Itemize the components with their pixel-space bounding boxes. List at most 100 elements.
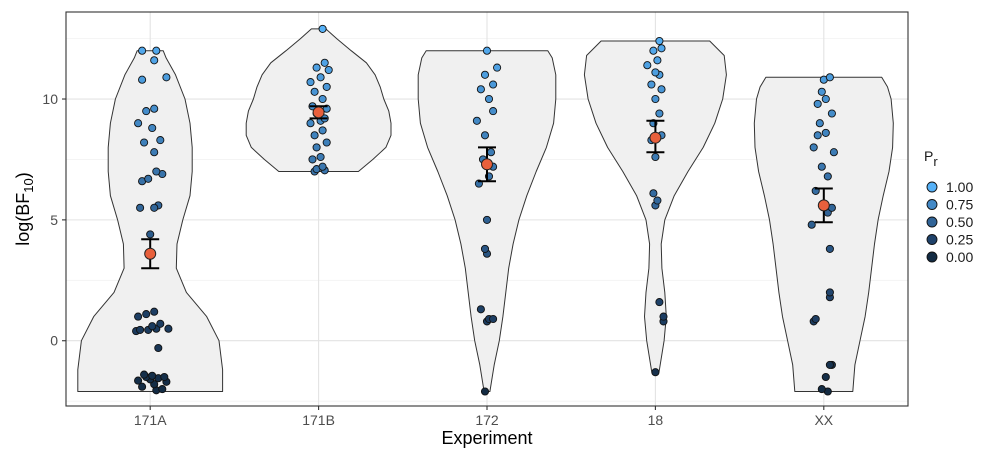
data-point: [134, 312, 143, 321]
data-point: [152, 46, 161, 55]
data-point: [140, 370, 149, 379]
legend: Pr 1.00 0.750.50 0.250.00: [924, 148, 973, 265]
legend-swatch: [926, 199, 938, 210]
data-point: [316, 152, 325, 162]
data-point: [489, 107, 498, 116]
data-point: [310, 87, 319, 96]
data-point: [150, 148, 159, 157]
legend-label: 1.00: [946, 179, 973, 195]
violin-XX: [753, 76, 894, 392]
violin-171A: [77, 50, 224, 392]
data-point: [813, 99, 822, 108]
data-point: [489, 80, 498, 89]
data-point: [310, 131, 319, 140]
data-point: [647, 80, 656, 89]
y-tick-label: 5: [50, 212, 58, 228]
data-point: [318, 94, 327, 104]
x-axis-title: Experiment: [441, 428, 532, 448]
data-point: [150, 56, 159, 65]
data-point: [152, 167, 161, 176]
data-point: [150, 104, 159, 113]
legend-swatch: [926, 181, 938, 193]
data-point: [134, 119, 143, 128]
data-point: [482, 46, 492, 55]
mean-point: [481, 158, 493, 171]
data-point: [821, 94, 830, 104]
data-point: [821, 372, 830, 382]
data-point: [659, 312, 668, 321]
data-point: [320, 58, 329, 67]
data-point: [815, 119, 824, 128]
data-point: [158, 385, 167, 394]
data-point: [312, 63, 321, 72]
data-point: [162, 73, 171, 82]
data-point: [154, 343, 163, 353]
data-point: [486, 148, 496, 157]
x-tick-label: 171B: [302, 412, 335, 428]
data-point: [809, 143, 818, 152]
data-point: [817, 385, 826, 394]
mean-point: [312, 106, 325, 119]
data-point: [134, 376, 143, 385]
x-tick-label: 172: [475, 412, 499, 428]
data-point: [318, 126, 327, 135]
data-point: [649, 189, 658, 198]
data-point: [156, 136, 165, 145]
x-tick-label: 171A: [134, 412, 167, 428]
data-points: [132, 24, 838, 396]
data-point: [655, 109, 664, 118]
data-point: [140, 138, 149, 147]
legend-label: 0.75: [946, 197, 973, 213]
legend-swatch: [926, 234, 938, 245]
data-point: [825, 360, 834, 369]
data-point: [489, 314, 498, 324]
mean-point: [649, 131, 662, 144]
data-point: [318, 24, 327, 33]
y-axis-title: log(BF10): [13, 172, 36, 245]
data-point: [651, 152, 660, 162]
data-point: [150, 203, 159, 212]
data-point: [144, 174, 153, 183]
mean-markers: [141, 105, 833, 270]
data-point: [827, 109, 836, 118]
data-point: [482, 215, 492, 224]
data-point: [825, 288, 834, 297]
y-axis-title-end: ): [13, 172, 33, 178]
data-point: [142, 310, 151, 319]
data-point: [657, 44, 666, 53]
data-point: [651, 68, 660, 77]
x-axis-ticks: 171A 171B 172 18 XX: [134, 406, 834, 428]
data-point: [653, 196, 662, 205]
data-point: [308, 155, 317, 164]
data-point: [653, 56, 662, 65]
data-point: [472, 116, 481, 125]
data-point: [136, 325, 145, 334]
data-point: [476, 85, 485, 94]
legend-items: 1.00 0.750.50 0.250.00: [926, 179, 973, 265]
data-point: [480, 131, 490, 140]
violins: [77, 28, 894, 392]
data-point: [817, 87, 826, 96]
y-axis-ticks: 0 5 10: [42, 91, 66, 349]
data-point: [148, 371, 157, 380]
data-point: [643, 61, 652, 70]
data-point: [476, 305, 485, 314]
data-point: [480, 70, 490, 79]
data-point: [655, 298, 664, 307]
data-point: [136, 203, 145, 212]
y-axis-title-base: log(BF: [13, 193, 33, 246]
data-point: [318, 162, 327, 171]
legend-label: 0.25: [946, 232, 973, 248]
data-point: [148, 322, 157, 331]
data-point: [316, 73, 325, 82]
legend-title: Pr: [924, 148, 938, 169]
data-point: [480, 244, 490, 253]
data-point: [821, 128, 830, 137]
data-point: [142, 107, 151, 116]
data-point: [807, 220, 816, 229]
data-point: [138, 75, 147, 84]
data-point: [817, 162, 826, 171]
data-point: [324, 65, 333, 75]
legend-title-sub: r: [933, 154, 938, 169]
